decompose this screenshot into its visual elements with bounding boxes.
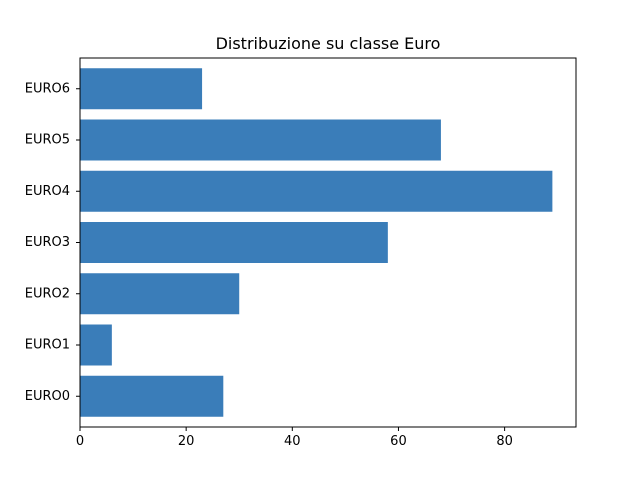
bars-layer bbox=[80, 68, 553, 417]
y-tick-label: EURO6 bbox=[25, 81, 70, 96]
bar-euro0 bbox=[80, 375, 224, 417]
chart-title: Distribuzione su classe Euro bbox=[216, 34, 441, 53]
y-tick-label: EURO1 bbox=[25, 338, 70, 353]
x-tick-label: 20 bbox=[178, 434, 195, 449]
y-tick-label: EURO5 bbox=[25, 133, 70, 148]
plot-frame bbox=[79, 57, 577, 428]
x-tick-label: 60 bbox=[390, 434, 407, 449]
bar-euro3 bbox=[80, 222, 388, 263]
y-tick-label: EURO4 bbox=[25, 184, 70, 199]
y-tick-label: EURO3 bbox=[25, 235, 70, 250]
y-axis: EURO0 EURO1 EURO2 EURO3 EURO4 EURO5 EURO6 bbox=[25, 81, 80, 404]
x-tick-label: 40 bbox=[284, 434, 301, 449]
bar-euro2 bbox=[80, 273, 240, 315]
y-tick-label: EURO0 bbox=[25, 389, 70, 404]
bar-euro4 bbox=[80, 170, 553, 212]
bar-euro1 bbox=[80, 324, 112, 366]
x-tick-label: 80 bbox=[496, 434, 513, 449]
x-tick-label: 0 bbox=[76, 434, 84, 449]
bar-euro5 bbox=[80, 119, 441, 161]
x-axis: 0 20 40 60 80 bbox=[76, 427, 513, 449]
y-tick-label: EURO2 bbox=[25, 286, 70, 301]
bar-euro6 bbox=[80, 68, 203, 110]
